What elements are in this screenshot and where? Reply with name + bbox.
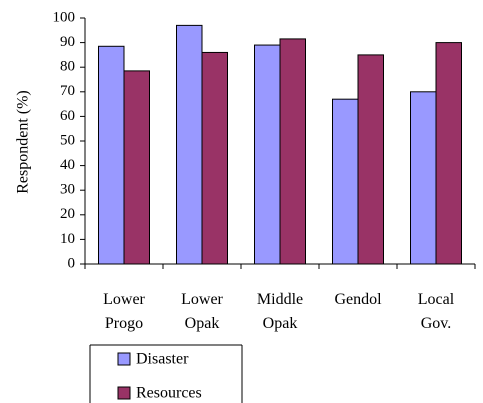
x-tick-label: Opak xyxy=(263,315,298,332)
y-axis-ticks: 0 10 20 30 40 50 60 70 80 90 100 xyxy=(53,9,85,271)
y-axis-label: Respondent (%) xyxy=(15,90,32,194)
bar-disaster-4 xyxy=(410,91,437,265)
y-tick-label: 0 xyxy=(68,255,76,271)
bar-resources-0 xyxy=(123,70,150,265)
x-tick-label: Local xyxy=(418,291,455,308)
y-tick-label: 30 xyxy=(60,182,75,198)
x-tick-label: Lower xyxy=(103,291,145,308)
y-tick-label: 50 xyxy=(60,132,75,148)
x-tick-label: Gov. xyxy=(421,315,452,332)
axes xyxy=(84,18,476,269)
y-tick-label: 20 xyxy=(60,206,75,222)
y-tick-label: 60 xyxy=(60,108,75,124)
bar-resources-3 xyxy=(357,54,384,265)
legend-label-disaster: Disaster xyxy=(136,351,189,368)
bar-disaster-3 xyxy=(332,98,359,265)
x-tick-label: Progo xyxy=(105,315,143,332)
x-tick-label: Opak xyxy=(185,315,220,332)
x-tick-label: Gendol xyxy=(334,291,382,308)
legend-swatch-resources xyxy=(117,386,131,400)
legend: Disaster Resources xyxy=(89,344,243,403)
legend-label-resources: Resources xyxy=(136,385,202,402)
bar-disaster-1 xyxy=(176,24,203,265)
x-tick-label: Lower xyxy=(181,291,223,308)
bar-disaster-2 xyxy=(254,44,281,265)
y-axis-label-text: Respondent (%) xyxy=(15,90,32,194)
bar-resources-2 xyxy=(279,38,306,265)
bar-resources-1 xyxy=(201,51,228,265)
legend-swatch-disaster xyxy=(117,352,131,366)
bar-resources-4 xyxy=(435,42,462,265)
category-labels: Lower Progo Lower Opak Middle Opak Gendol Local… xyxy=(103,291,455,332)
y-tick-label: 10 xyxy=(60,231,75,247)
bars xyxy=(98,24,462,265)
y-tick-label: 40 xyxy=(60,157,75,173)
x-tick-label: Middle xyxy=(257,291,303,308)
y-tick-label: 100 xyxy=(53,9,76,25)
y-tick-label: 70 xyxy=(60,83,75,99)
bar-disaster-0 xyxy=(98,45,125,265)
y-tick-label: 90 xyxy=(60,34,75,50)
y-tick-label: 80 xyxy=(60,59,75,75)
